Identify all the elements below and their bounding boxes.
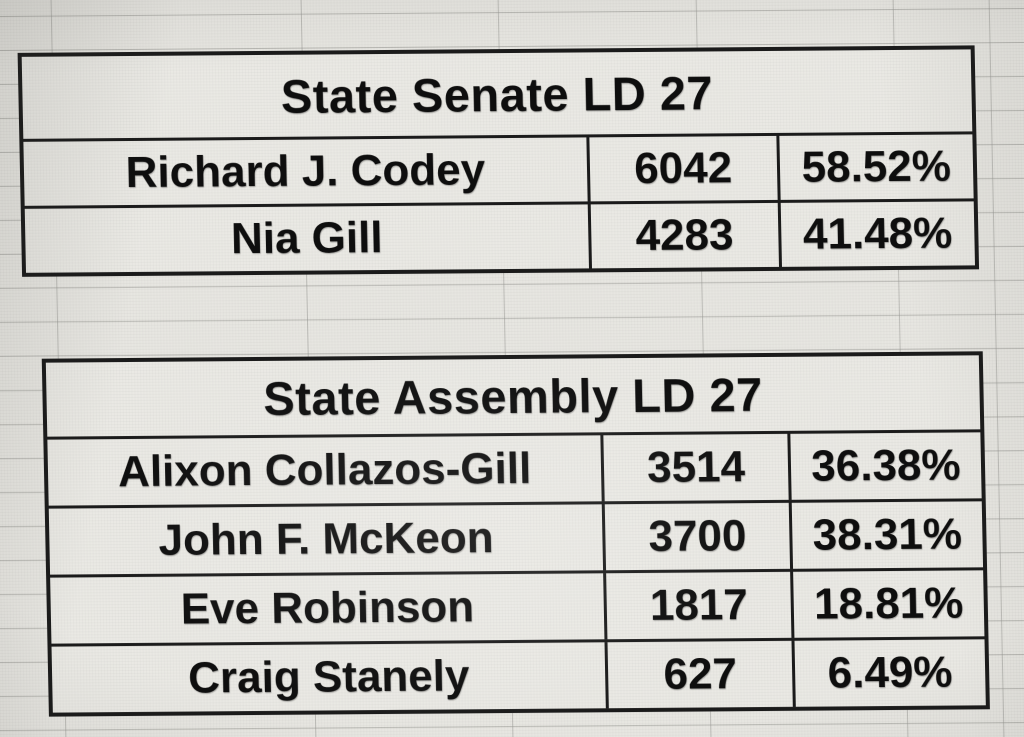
spreadsheet-scene: State Senate LD 27 Richard J. Codey 6042…: [0, 0, 1024, 737]
screen-pixel-texture: [0, 0, 1024, 737]
photo-of-spreadsheet-screen: State Senate LD 27 Richard J. Codey 6042…: [0, 0, 1024, 737]
